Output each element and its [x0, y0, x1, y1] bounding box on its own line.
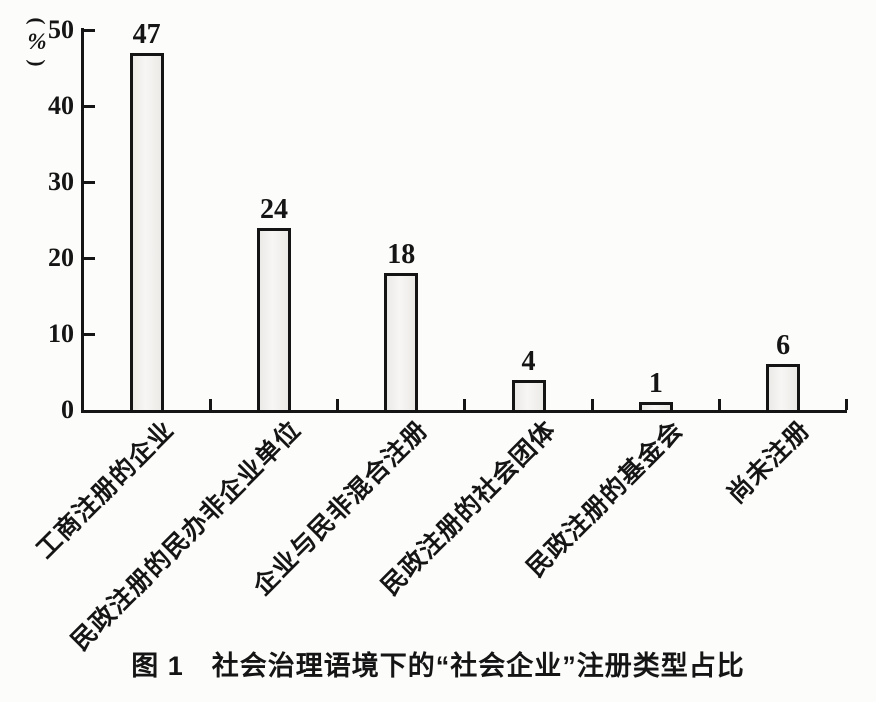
- y-tick-label: 40: [48, 91, 74, 120]
- y-axis-tick: [84, 180, 95, 184]
- y-tick-label: 50: [48, 15, 74, 44]
- bar-value-label: 18: [387, 239, 416, 271]
- bar-value-label: 1: [648, 368, 663, 400]
- bar-value-label: 47: [132, 18, 161, 50]
- bar: [638, 402, 673, 413]
- bar: [511, 379, 546, 413]
- y-tick-label: 0: [61, 395, 74, 424]
- figure-caption: 图 1 社会治理语境下的“社会企业”注册类型占比: [131, 651, 745, 681]
- y-axis-line: [81, 28, 84, 413]
- y-axis-tick: [84, 104, 95, 108]
- bar: [384, 273, 419, 413]
- y-tick-label: 20: [48, 243, 74, 272]
- y-axis-tick: [84, 332, 95, 336]
- bar-value-label: 24: [259, 193, 288, 225]
- y-tick-label: 10: [48, 319, 74, 348]
- x-axis-line: [81, 410, 847, 413]
- y-axis-unit-label: (%): [22, 12, 52, 72]
- x-axis-tick: [845, 399, 849, 410]
- y-axis-tick: [84, 28, 95, 32]
- y-axis-tick: [84, 256, 95, 260]
- bar-value-label: 6: [776, 330, 791, 362]
- x-category-label: 工商注册的企业: [31, 416, 180, 565]
- bar: [129, 52, 164, 413]
- x-axis-tick: [718, 399, 721, 410]
- bar-value-label: 4: [521, 345, 536, 377]
- y-axis-unit-char: ): [25, 59, 49, 67]
- y-axis-unit-char: %: [27, 29, 47, 54]
- x-axis-tick: [463, 399, 467, 410]
- bar: [766, 364, 801, 413]
- x-axis-tick: [590, 399, 594, 410]
- y-tick-label: 30: [48, 167, 74, 196]
- x-axis-tick: [208, 399, 212, 410]
- x-axis-tick: [336, 399, 340, 410]
- x-category-label: 民政注册的民办非企业单位: [66, 416, 307, 657]
- x-category-label: 尚未注册: [722, 416, 816, 509]
- bar: [256, 227, 291, 413]
